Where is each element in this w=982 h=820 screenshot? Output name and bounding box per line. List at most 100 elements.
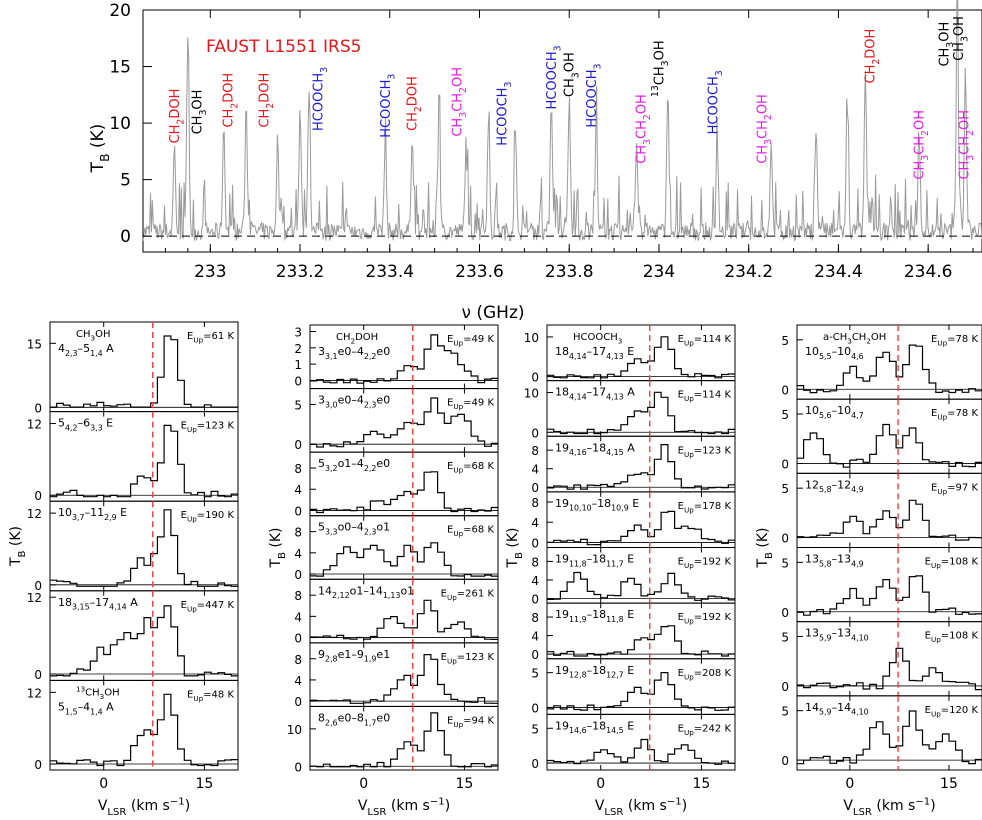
molecule-label: CH2DOH (406, 76, 425, 131)
panel-transition-label: 1910,10–1810,9 E (555, 497, 639, 513)
panel-transition-label: 53,2o1–42,2e0 (318, 457, 390, 473)
top-x-tick-label: 234.2 (724, 262, 773, 282)
panel-y-tick-label: 4 (531, 630, 539, 644)
panel-molecule-title: 13CH3OH (76, 684, 120, 701)
panel-eup-label: EUp=68 K (447, 525, 494, 539)
panel-profile (310, 542, 498, 577)
top-x-tick-label: 233.8 (545, 262, 594, 282)
panel-y-axis-label: TB (K) (268, 527, 288, 568)
panel-eup-label: EUp=123 K (678, 445, 732, 459)
molecule-label: CH3OH (952, 16, 971, 61)
top-spectrum-chart: 233 233.2 233.4 233.6 233.8 234 234.2 234.4 234.… (88, 0, 982, 323)
panel-y-tick-label: 5 (781, 705, 789, 719)
panel-profile (797, 423, 982, 468)
panel-y-tick-label: 12 (27, 686, 42, 700)
top-y-tick-label: 10 (109, 114, 131, 134)
panel-x-tick-label: 15 (456, 776, 474, 792)
panel-eup-label: EUp=190 K (181, 510, 235, 524)
panel-x-tick-label: 0 (845, 776, 854, 792)
panel-y-tick-label: 0 (781, 457, 789, 471)
panel-y-tick-label: 4 (531, 463, 539, 477)
panel-profile (797, 499, 982, 541)
panel-x-axis-label: VLSR (km s−1) (358, 796, 450, 818)
panel-y-tick-label: 0 (531, 592, 539, 606)
panel-y-tick-label: 0 (294, 568, 302, 582)
panel-y-tick-label: 8 (294, 589, 302, 603)
panel-y-tick-label: 0 (294, 504, 302, 518)
panel-y-tick-label: 2 (294, 342, 302, 356)
panel-profile (797, 344, 982, 394)
panel-profile (310, 599, 498, 640)
panel-y-tick-label: 0 (34, 758, 42, 772)
panel-eup-label: EUp=108 K (925, 557, 979, 571)
panel-y-tick-label: 10 (524, 387, 539, 401)
panel-transition-label: 103,7–112,9 E (58, 506, 127, 522)
top-x-tick-label: 233.4 (365, 262, 414, 282)
panel-eup-label: EUp=120 K (925, 705, 979, 719)
molecule-label: CH3CH2OH (756, 94, 775, 164)
panel-y-tick-label: 4 (294, 547, 302, 561)
panel-y-tick-label: 0 (531, 426, 539, 440)
panel-profile (50, 335, 238, 408)
panel-x-tick-label: 0 (99, 776, 108, 792)
panel-y-tick-label: 5 (781, 556, 789, 570)
top-x-tick-label: 234.6 (904, 262, 953, 282)
molecule-label: CH2DOH (863, 29, 882, 84)
panel-y-tick-label: 5 (781, 631, 789, 645)
panel-eup-label: EUp=97 K (931, 482, 978, 496)
molecule-label: HCOOCH3 (585, 63, 604, 127)
panel-y-tick-label: 10 (524, 331, 539, 345)
molecule-label: CH3CH2OH (635, 94, 654, 164)
molecule-label: HCOOCH3 (495, 82, 514, 146)
panel-y-tick-label: 0 (531, 536, 539, 550)
panel-y-tick-label: 0 (531, 371, 539, 385)
panel-y-tick-label: 0 (34, 401, 42, 415)
panel-profile (310, 712, 498, 768)
panel-eup-label: EUp=123 K (181, 421, 235, 435)
panel-y-tick-label: 5 (781, 408, 789, 422)
panel-profile (797, 710, 982, 765)
panel-eup-label: EUp=192 K (678, 612, 732, 626)
panel-y-tick-label: 12 (27, 591, 42, 605)
panel-x-tick-label: 0 (596, 776, 605, 792)
panel-y-tick-label: 4 (294, 610, 302, 624)
panel-y-tick-label: 1 (294, 358, 302, 372)
panel-y-tick-label: 8 (294, 462, 302, 476)
panel-eup-label: EUp=68 K (447, 461, 494, 475)
panel-y-tick-label: 0 (781, 532, 789, 546)
panel-eup-label: EUp=114 K (678, 334, 732, 348)
panel-profile (797, 647, 982, 691)
top-y-tick-label: 20 (109, 1, 131, 21)
panel-eup-label: EUp=61 K (187, 331, 234, 345)
panel-x-axis-label: VLSR (km s−1) (98, 796, 190, 818)
panel-y-tick-label: 0 (781, 754, 789, 768)
panel-y-tick-label: 5 (781, 334, 789, 348)
panel-transition-label: 125,8–124,9 (805, 478, 864, 494)
panel-transition-label: 54,2–63,3 E (58, 417, 113, 433)
panel-y-tick-label: 8 (294, 653, 302, 667)
panel-eup-label: EUp=447 K (181, 600, 235, 614)
panel-profile (547, 672, 735, 711)
panel-y-tick-label: 8 (531, 555, 539, 569)
panel-profile (547, 510, 735, 546)
panel-y-axis-label: TB (K) (755, 527, 775, 568)
panel-eup-label: EUp=242 K (678, 723, 732, 737)
panel-profile (547, 336, 735, 379)
panel-transition-label: 145,9–144,10 (805, 701, 869, 717)
molecule-label: CH2DOH (168, 89, 187, 144)
panel-y-tick-label: 8 (531, 444, 539, 458)
panel-x-tick-label: 0 (359, 776, 368, 792)
panel-eup-label: EUp=94 K (447, 715, 494, 729)
panel-y-tick-label: 4 (531, 574, 539, 588)
panel-transition-label: 51,5–41,4 A (58, 700, 114, 716)
panel-y-tick-label: 0 (781, 606, 789, 620)
top-x-tick-label: 233.6 (455, 262, 504, 282)
panel-eup-label: EUp=49 K (447, 398, 494, 412)
panel-y-tick-label: 0 (294, 760, 302, 774)
panel-y-axis-label: TB (K) (505, 527, 525, 568)
panel-y-tick-label: 0 (781, 383, 789, 397)
panel-y-axis-label: TB (K) (8, 526, 28, 567)
panel-profile (50, 693, 238, 767)
top-spectrum-trace (142, 0, 982, 242)
panel-transition-label: 1911,8–1811,7 E (555, 553, 634, 569)
